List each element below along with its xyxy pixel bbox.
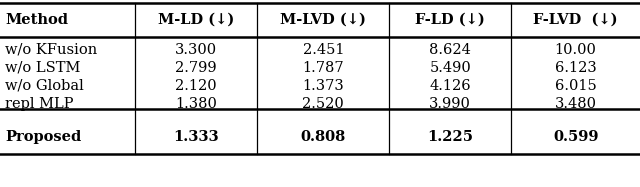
Text: 1.380: 1.380 (175, 97, 217, 111)
Text: M-LVD (↓): M-LVD (↓) (280, 13, 366, 27)
Text: F-LD (↓): F-LD (↓) (415, 13, 485, 27)
Text: repl MLP: repl MLP (5, 97, 74, 111)
Text: 3.480: 3.480 (555, 97, 596, 111)
Text: 5.490: 5.490 (429, 61, 471, 75)
Text: 8.624: 8.624 (429, 43, 471, 57)
Text: Method: Method (5, 13, 68, 27)
Text: 10.00: 10.00 (555, 43, 596, 57)
Text: F-LVD  (↓): F-LVD (↓) (533, 13, 618, 27)
Text: 1.333: 1.333 (173, 131, 219, 145)
Text: 1.373: 1.373 (303, 79, 344, 93)
Text: w/o Global: w/o Global (5, 79, 84, 93)
Text: w/o KFusion: w/o KFusion (5, 43, 97, 57)
Text: M-LD (↓): M-LD (↓) (158, 13, 234, 27)
Text: 4.126: 4.126 (429, 79, 471, 93)
Text: 0.808: 0.808 (301, 131, 346, 145)
Text: 2.120: 2.120 (175, 79, 217, 93)
Text: 6.015: 6.015 (555, 79, 596, 93)
Text: 2.799: 2.799 (175, 61, 217, 75)
Text: 2.451: 2.451 (303, 43, 344, 57)
Text: 6.123: 6.123 (555, 61, 596, 75)
Text: w/o LSTM: w/o LSTM (5, 61, 81, 75)
Text: 0.599: 0.599 (553, 131, 598, 145)
Text: 3.990: 3.990 (429, 97, 471, 111)
Text: 3.300: 3.300 (175, 43, 218, 57)
Text: 1.225: 1.225 (428, 131, 474, 145)
Text: 1.787: 1.787 (303, 61, 344, 75)
Text: Proposed: Proposed (5, 131, 81, 145)
Text: 2.520: 2.520 (303, 97, 344, 111)
